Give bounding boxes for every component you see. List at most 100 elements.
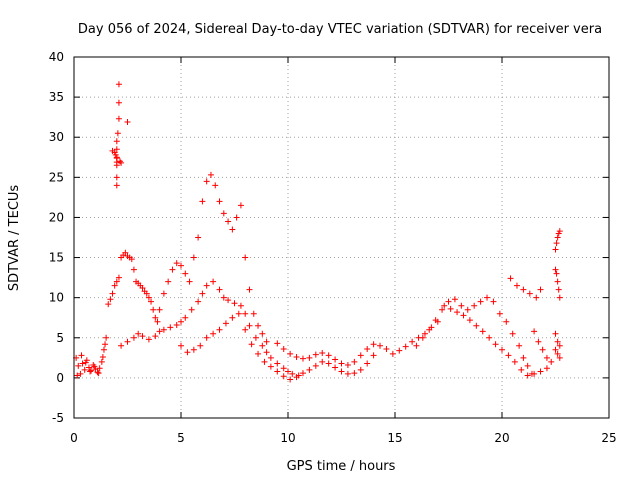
data-point — [173, 260, 180, 267]
data-point — [263, 349, 270, 356]
data-point — [552, 330, 559, 337]
data-point — [543, 354, 550, 361]
data-point — [113, 278, 120, 285]
data-point — [524, 362, 531, 369]
data-point — [182, 314, 189, 321]
data-point — [113, 174, 120, 181]
data-point — [344, 370, 351, 377]
data-point — [113, 146, 120, 153]
x-axis-label: GPS time / hours — [287, 459, 396, 474]
plot-frame — [73, 56, 610, 419]
data-point — [267, 354, 274, 361]
data-point — [188, 306, 195, 313]
data-point — [516, 342, 523, 349]
data-point — [203, 178, 210, 185]
data-point — [261, 358, 268, 365]
data-point — [338, 368, 345, 375]
data-point — [113, 138, 120, 145]
data-point — [113, 159, 120, 166]
data-point — [173, 321, 180, 328]
data-point — [122, 249, 129, 256]
data-point — [383, 346, 390, 353]
data-point — [199, 198, 206, 205]
data-point — [145, 294, 152, 301]
data-point — [484, 294, 491, 301]
y-tick-label: 5 — [56, 331, 64, 345]
data-point — [255, 322, 262, 329]
data-point — [556, 354, 563, 361]
data-point — [246, 322, 253, 329]
series-midday-band — [274, 318, 441, 369]
data-point — [156, 306, 163, 313]
data-point — [105, 301, 112, 308]
series-secondary-band — [118, 278, 302, 379]
data-point — [130, 334, 137, 341]
data-point — [338, 360, 345, 367]
data-point — [556, 228, 563, 235]
data-point — [118, 342, 125, 349]
data-point — [216, 286, 223, 293]
data-point — [524, 372, 531, 379]
x-tick-label: 5 — [177, 431, 185, 445]
data-point — [210, 278, 217, 285]
data-point — [88, 367, 95, 374]
x-tick-label: 0 — [70, 431, 78, 445]
data-point — [312, 351, 319, 358]
data-point — [222, 320, 229, 327]
data-point — [554, 234, 561, 241]
data-point — [543, 365, 550, 372]
data-point — [466, 317, 473, 324]
data-point — [113, 182, 120, 189]
data-point — [135, 330, 142, 337]
data-point — [520, 354, 527, 361]
data-point — [285, 368, 291, 375]
data-point — [351, 358, 358, 365]
data-point — [479, 328, 486, 335]
data-point — [145, 336, 152, 343]
data-point — [152, 314, 159, 321]
data-point — [325, 360, 332, 367]
data-point — [537, 286, 544, 293]
data-point — [246, 286, 253, 293]
data-point — [152, 333, 159, 340]
data-point — [554, 338, 561, 345]
data-point — [319, 358, 326, 365]
data-point — [178, 318, 184, 325]
data-point — [287, 350, 294, 357]
data-point — [332, 356, 339, 363]
data-point — [409, 338, 416, 345]
x-tick-label: 25 — [601, 431, 616, 445]
data-point — [156, 328, 163, 335]
data-point — [274, 360, 281, 367]
data-point — [486, 334, 493, 341]
data-point — [537, 368, 544, 375]
axis-ticks: 0 5 10 15 20 25 -5 0 5 10 15 20 25 30 35 40 — [49, 50, 617, 445]
data-point — [357, 366, 364, 373]
data-point — [274, 340, 281, 347]
data-point — [287, 376, 294, 383]
data-point — [115, 81, 122, 88]
chart-title: Day 056 of 2024, Sidereal Day-to-day VTE… — [78, 22, 602, 37]
data-point — [190, 346, 197, 353]
data-point — [533, 294, 540, 301]
data-point — [421, 330, 428, 337]
data-point — [344, 362, 351, 369]
data-point — [280, 346, 287, 353]
data-points — [73, 81, 563, 383]
data-point — [167, 324, 174, 331]
data-point — [531, 370, 538, 377]
data-point — [520, 286, 527, 293]
data-point — [165, 278, 172, 285]
data-point — [357, 352, 364, 359]
data-point — [195, 234, 202, 241]
data-point — [242, 326, 249, 333]
data-point — [464, 306, 471, 313]
data-point — [237, 202, 244, 209]
data-point — [492, 341, 499, 348]
data-point — [182, 270, 189, 277]
data-point — [289, 370, 296, 377]
data-point — [413, 342, 420, 349]
data-point — [351, 370, 358, 377]
data-point — [419, 334, 426, 341]
data-point — [490, 298, 497, 305]
